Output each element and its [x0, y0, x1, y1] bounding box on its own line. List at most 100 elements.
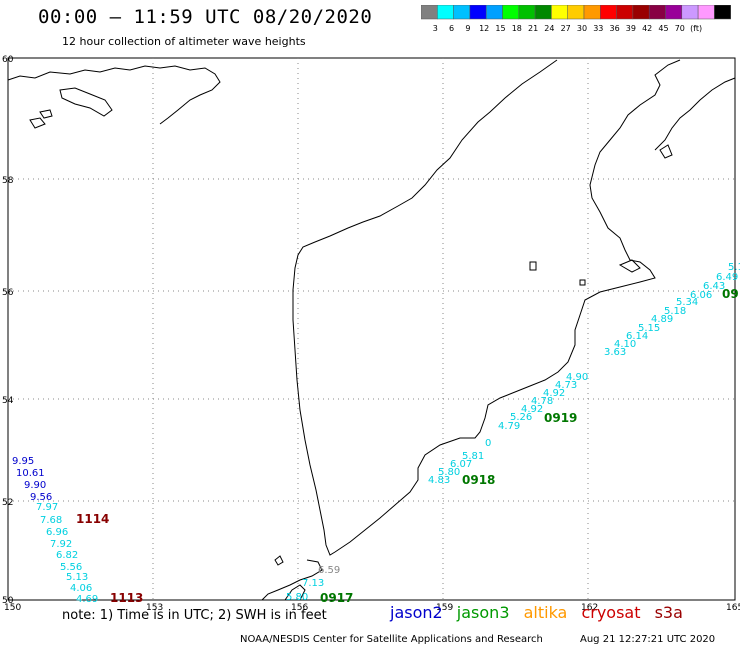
obs-value: 0: [485, 438, 491, 449]
color-swatch: [714, 5, 731, 20]
color-swatch: [437, 5, 454, 20]
grid-lines: [8, 58, 735, 600]
generated-timestamp: Aug 21 12:27:21 UTC 2020: [580, 634, 716, 645]
obs-value: 4.69: [76, 594, 98, 605]
obs-value: 4.79: [498, 421, 520, 432]
obs-value: 4.10: [614, 339, 636, 350]
sat-jason2: jason2: [390, 603, 443, 622]
obs-value: 5.56: [60, 562, 82, 573]
color-swatch: [534, 5, 552, 20]
obs-value: 5.15: [638, 323, 660, 334]
scale-label: 39: [626, 24, 636, 33]
scale-label: 30: [577, 24, 587, 33]
color-swatch: [421, 5, 438, 20]
time-label: 0917: [320, 591, 353, 605]
scale-label: 18: [512, 24, 522, 33]
obs-value: 4.89: [651, 314, 673, 325]
scale-label: 24: [544, 24, 554, 33]
y-tick-54: 54: [2, 396, 14, 406]
obs-value: 5.26: [510, 412, 532, 423]
y-tick-52: 52: [2, 498, 13, 508]
obs-value: 6.59: [318, 565, 340, 576]
sat-cryosat: cryosat: [581, 603, 641, 622]
obs-value: 4.83: [428, 475, 450, 486]
obs-value: 10.61: [16, 468, 45, 479]
map-title: 00:00 – 11:59 UTC 08/20/2020: [38, 6, 373, 28]
obs-value: 3.63: [604, 347, 626, 358]
axis-labels: 150 153 156 159 162 165 60 58 56 54 52 5…: [2, 55, 740, 613]
credit-line: NOAA/NESDIS Center for Satellite Applica…: [240, 634, 543, 645]
color-swatch: [453, 5, 471, 20]
scale-label: 9: [465, 24, 470, 33]
scale-label: 36: [610, 24, 620, 33]
obs-value: 6.14: [626, 331, 648, 342]
scale-label: (ft): [690, 24, 702, 33]
obs-value: 9.56: [30, 492, 52, 503]
color-swatch: [681, 5, 699, 20]
obs-value: 5.1: [728, 262, 740, 273]
map-frame: [7, 57, 736, 601]
obs-value: 7.13: [302, 578, 324, 589]
obs-value: 7.68: [40, 515, 62, 526]
obs-value: 4.06: [70, 583, 92, 594]
obs-value: 4.90: [566, 372, 588, 383]
obs-value: 9.95: [12, 456, 34, 467]
sat-altika: altika: [523, 603, 568, 622]
scale-label: 27: [561, 24, 571, 33]
obs-value: 5.81: [462, 451, 484, 462]
scale-label: 6: [449, 24, 454, 33]
color-swatch: [485, 5, 503, 20]
color-swatch: [600, 5, 617, 20]
scale-label: 21: [528, 24, 538, 33]
color-swatch: [502, 5, 520, 20]
color-swatch: [665, 5, 683, 20]
y-tick-56: 56: [2, 288, 14, 298]
scale-label: 45: [658, 24, 668, 33]
color-scale-legend: 3 6 9 12 15 18 21 24 27 30 33 36 39 42 45 70 (ft): [421, 5, 731, 33]
obs-value: 6.49: [716, 272, 738, 283]
color-swatch: [632, 5, 650, 20]
obs-value: 4.78: [531, 396, 553, 407]
color-swatch: [567, 5, 585, 20]
color-swatch: [551, 5, 568, 20]
observations: 5.1 6.49 6.43 6.06 5.34 5.18 4.89 5.15 6…: [12, 262, 740, 605]
color-swatch: [616, 5, 634, 20]
obs-value: 6.43: [703, 281, 725, 292]
obs-value: 5.13: [66, 572, 88, 583]
obs-value: 7.97: [36, 502, 58, 513]
obs-value: 6.06: [690, 290, 712, 301]
obs-value: 4.92: [521, 404, 543, 415]
obs-value: 6.96: [46, 527, 68, 538]
color-swatch: [648, 5, 666, 20]
satellite-legend: jason2 jason3 altika cryosat s3a: [390, 603, 692, 622]
scale-label: 3: [433, 24, 438, 33]
obs-value: 5.18: [664, 306, 686, 317]
obs-value: 5.34: [676, 297, 698, 308]
scale-label: 12: [479, 24, 489, 33]
obs-value: 5.80: [438, 467, 460, 478]
scale-label: 42: [642, 24, 652, 33]
time-label: 1113: [110, 591, 143, 605]
y-tick-50: 50: [2, 596, 14, 606]
color-swatch: [518, 5, 536, 20]
coastline: [7, 59, 736, 601]
time-label: 0918: [462, 473, 495, 487]
map-subtitle: 12 hour collection of altimeter wave hei…: [62, 35, 306, 48]
obs-value: 7.92: [50, 539, 72, 550]
color-swatch: [697, 5, 715, 20]
obs-value: 5.80: [286, 592, 308, 603]
obs-value: 6.82: [56, 550, 78, 561]
sat-jason3: jason3: [456, 603, 510, 622]
y-tick-58: 58: [2, 176, 14, 186]
obs-value: 9.90: [24, 480, 46, 491]
footer-note: note: 1) Time is in UTC; 2) SWH is in fe…: [62, 608, 327, 623]
obs-value: 6.07: [450, 459, 472, 470]
obs-value: 4.73: [555, 380, 577, 391]
sat-s3a: s3a: [654, 603, 683, 622]
scale-label: 33: [593, 24, 603, 33]
time-label: 1114: [76, 512, 109, 526]
time-label: 0919: [544, 411, 577, 425]
color-swatch: [469, 5, 487, 20]
obs-value: 4.92: [543, 388, 565, 399]
